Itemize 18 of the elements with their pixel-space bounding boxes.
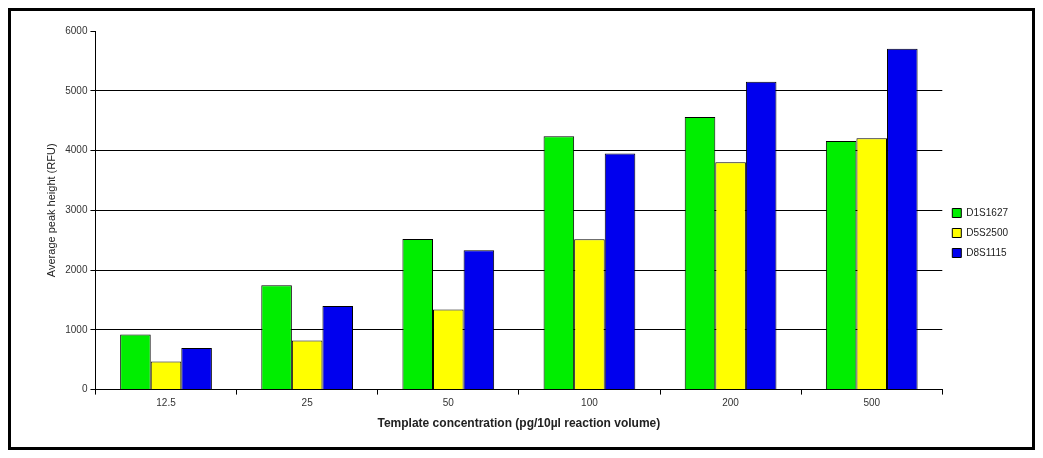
y-tick-label: 6000 [65, 24, 88, 36]
legend-label: D8S1115 [966, 246, 1007, 258]
x-axis-title: Template concentration (pg/10µl reaction volume) [377, 416, 661, 431]
y-tick-label: 1000 [65, 323, 88, 335]
x-tick-label: 12.5 [156, 397, 177, 409]
y-tick-label: 3000 [65, 204, 88, 216]
x-tick-label: 100 [581, 397, 599, 409]
x-tick-label: 200 [722, 397, 740, 409]
y-tick-label: 5000 [65, 84, 88, 96]
x-tick-label: 50 [442, 397, 455, 409]
y-axis-title: Average peak height (RFU) [44, 143, 57, 278]
legend-label: D5S2500 [966, 226, 1009, 238]
x-tick-label: 500 [863, 397, 881, 409]
y-tick-label: 4000 [65, 144, 88, 156]
y-tick-label: 0 [81, 383, 88, 395]
legend-label: D1S1627 [966, 206, 1009, 218]
y-tick-label: 2000 [65, 263, 88, 275]
x-tick-label: 25 [301, 397, 314, 409]
